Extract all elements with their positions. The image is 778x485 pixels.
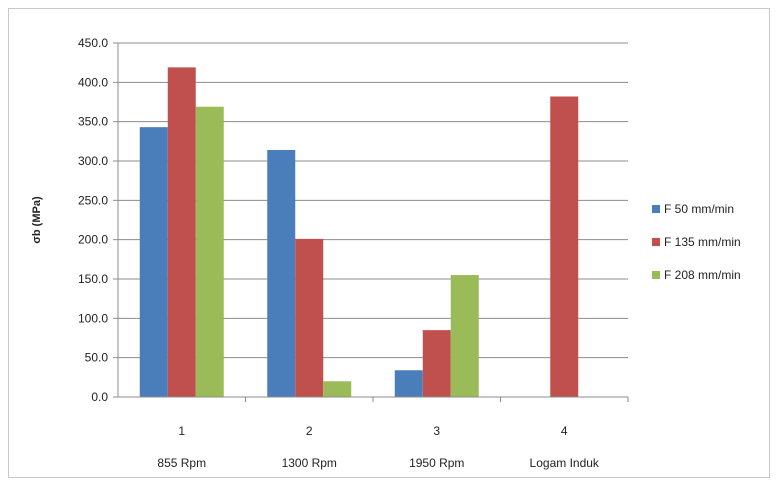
legend-swatch <box>652 238 660 246</box>
axes <box>117 43 629 402</box>
x-category-sublabel: Logam Induk <box>530 456 600 470</box>
y-tick-label: 50.0 <box>85 351 109 365</box>
x-category-sublabel: 855 Rpm <box>157 456 206 470</box>
bars <box>139 67 579 398</box>
y-tick-label: 100.0 <box>78 311 108 325</box>
bar <box>267 149 296 397</box>
bar <box>295 238 324 397</box>
bar <box>167 67 196 398</box>
legend-label: F 50 mm/min <box>664 202 734 216</box>
x-category-sublabel: 1950 Rpm <box>409 456 464 470</box>
bar <box>422 330 451 397</box>
y-tick-label: 200.0 <box>78 233 108 247</box>
y-axis-label: σb (MPa) <box>31 196 43 244</box>
legend: F 50 mm/min F 135 mm/min F 208 mm/min <box>652 202 741 282</box>
y-tick-label: 250.0 <box>78 193 108 207</box>
x-category-label: 4 <box>561 424 568 438</box>
y-tick-label: 0.0 <box>91 390 108 404</box>
chart-frame <box>8 8 770 478</box>
x-category-label: 1 <box>178 424 185 438</box>
bar <box>450 275 479 397</box>
x-category-label: 3 <box>433 424 440 438</box>
bar <box>550 96 579 397</box>
x-category-label: 2 <box>306 424 313 438</box>
x-tick-labels: 1 855 Rpm 2 1300 Rpm 3 1950 Rpm 4 Logam Induk <box>157 424 600 470</box>
y-tick-label: 450.0 <box>78 36 108 50</box>
y-tick-label: 150.0 <box>78 272 108 286</box>
y-tick-labels: 0.0 50.0 100.0 150.0 200.0 250.0 300.0 350.0 400… <box>78 36 108 404</box>
y-tick-label: 300.0 <box>78 154 108 168</box>
y-tick-label: 350.0 <box>78 115 108 129</box>
legend-label: F 135 mm/min <box>664 235 741 249</box>
legend-swatch <box>652 205 660 213</box>
y-tick-label: 400.0 <box>78 75 108 89</box>
bar <box>323 381 352 397</box>
bar <box>394 370 423 397</box>
legend-label: F 208 mm/min <box>664 268 741 282</box>
x-category-sublabel: 1300 Rpm <box>282 456 337 470</box>
bar <box>195 106 224 397</box>
legend-swatch <box>652 271 660 279</box>
bar <box>139 127 168 397</box>
